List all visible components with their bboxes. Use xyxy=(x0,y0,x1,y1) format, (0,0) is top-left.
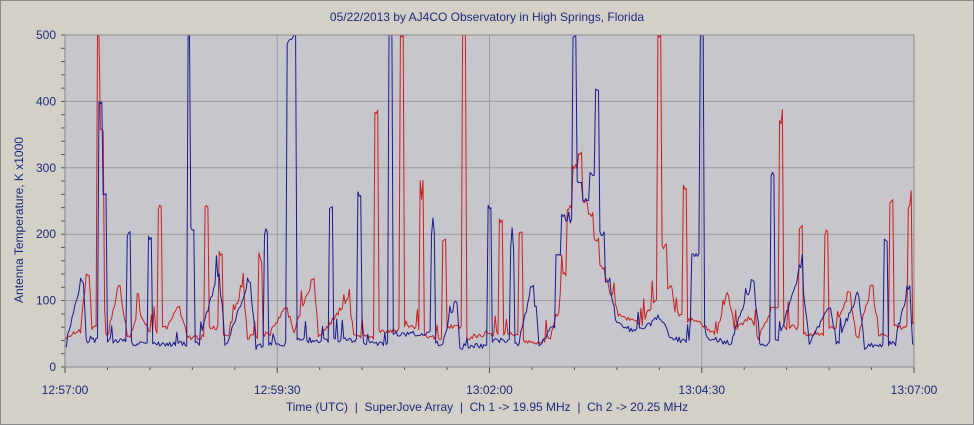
y-tick-label: 300 xyxy=(36,161,56,175)
y-tick-label: 0 xyxy=(49,360,56,374)
y-tick-label: 400 xyxy=(36,94,56,108)
gridlines xyxy=(65,35,914,367)
y-tick-label: 200 xyxy=(36,227,56,241)
plot-border xyxy=(64,34,915,368)
x-tick-label: 13:04:30 xyxy=(678,383,725,397)
series-layer xyxy=(64,34,915,350)
x-tick-labels: 12:57:00 12:59:30 13:02:00 13:04:30 13:07:00 xyxy=(42,383,938,397)
x-tick-label: 12:59:30 xyxy=(254,383,301,397)
y-tick-label: 100 xyxy=(36,294,56,308)
chart-title: 05/22/2013 by AJ4CO Observatory in High … xyxy=(329,10,645,24)
x-tick-label: 13:02:00 xyxy=(466,383,513,397)
x-axis-title: Time (UTC) | SuperJove Array | Ch 1 -> 1… xyxy=(285,400,689,414)
minor-ticks xyxy=(61,34,915,373)
y-tick-labels: 0 100 200 300 400 500 xyxy=(36,28,56,374)
y-tick-label: 500 xyxy=(36,28,56,42)
series-line-2 xyxy=(64,34,915,350)
y-axis-title: Antenna Temperature, K x1000 xyxy=(12,137,26,303)
x-tick-label: 12:57:00 xyxy=(42,383,89,397)
x-tick-label: 13:07:00 xyxy=(891,383,938,397)
series-line-1 xyxy=(64,34,915,345)
